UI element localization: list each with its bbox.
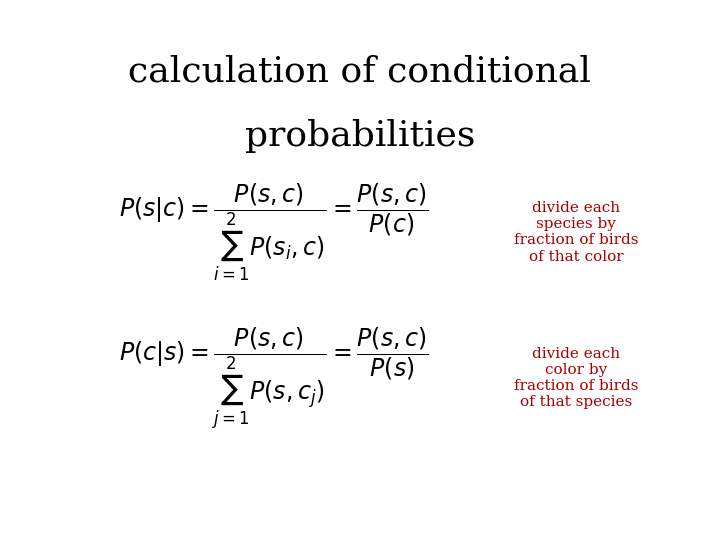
Text: divide each
color by
fraction of birds
of that species: divide each color by fraction of birds o… [514,347,638,409]
Text: divide each
species by
fraction of birds
of that color: divide each species by fraction of birds… [514,201,638,264]
Text: probabilities: probabilities [245,119,475,153]
Text: $P(c|s) = \dfrac{P(s, c)}{\sum_{j=1}^{2} P(s, c_j)} = \dfrac{P(s, c)}{P(s)}$: $P(c|s) = \dfrac{P(s, c)}{\sum_{j=1}^{2}… [119,325,428,431]
Text: $P(s|c) = \dfrac{P(s, c)}{\sum_{i=1}^{2} P(s_i, c)} = \dfrac{P(s, c)}{P(c)}$: $P(s|c) = \dfrac{P(s, c)}{\sum_{i=1}^{2}… [119,181,428,283]
Text: calculation of conditional: calculation of conditional [128,54,592,88]
